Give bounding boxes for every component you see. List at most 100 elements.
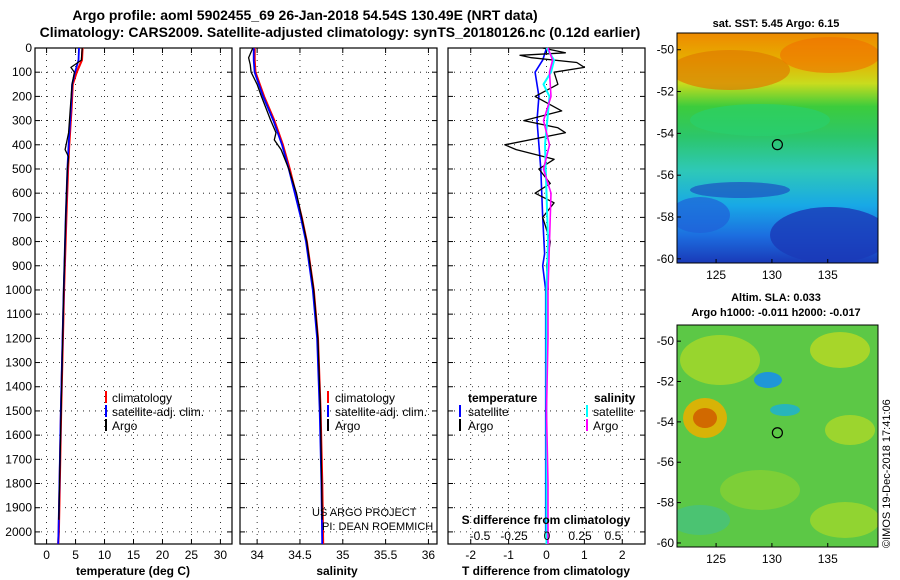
y-tick-label: 800 [12, 235, 32, 249]
y-tick-label: 1800 [5, 477, 32, 491]
y-tick-label: 1900 [5, 501, 32, 515]
salinity-difference-label: S difference from climatology [462, 513, 631, 527]
x-tick-label: 35.5 [374, 548, 398, 562]
y-tick-label: -52 [657, 85, 675, 99]
sla-map: Altim. SLA: 0.033 Argo h1000: -0.011 h20… [657, 292, 879, 566]
sla-anomaly [720, 470, 800, 510]
sla-map-frame [676, 324, 879, 548]
x-tick-label: 0 [543, 548, 550, 562]
y-tick-label: 2000 [5, 525, 32, 539]
legend-t-argo: Argo [468, 419, 494, 433]
y-tick-label: 200 [12, 89, 32, 103]
legend-climatology: climatology [112, 391, 172, 405]
x-tick-label: -1 [503, 548, 514, 562]
sla-anomaly [810, 502, 878, 538]
title-line-1: Argo profile: aoml 5902455_69 26-Jan-201… [72, 7, 537, 23]
sst-cold-patch [690, 182, 790, 198]
y-tick-label: -58 [657, 496, 675, 510]
y-tick-label: 1600 [5, 428, 32, 442]
difference-s-ticklabels: -0.5 -0.25 0 0.25 0.5 [470, 529, 622, 543]
x-tick-label: -2 [465, 548, 476, 562]
sst-map: sat. SST: 5.45 Argo: 6.15 125 130 135 -50 -5… [657, 18, 879, 282]
s-tick-label: 0.25 [568, 529, 592, 543]
y-tick-label: 100 [12, 65, 32, 79]
y-tick-label: 1000 [5, 283, 32, 297]
x-tick-label: 1 [581, 548, 588, 562]
y-tick-label: -54 [657, 126, 675, 140]
legend-satellite-adj: satellite-adj. clim. [112, 405, 204, 419]
s-tick-label: 0 [544, 529, 551, 543]
x-tick-label: 15 [127, 548, 141, 562]
sst-cold-patch [677, 197, 730, 233]
salinity-legend: climatology satellite-adj. clim. Argo [327, 391, 427, 433]
sla-anomaly [677, 505, 730, 535]
salinity-plot-frame [239, 47, 438, 545]
series-argo [58, 47, 83, 520]
x-tick-label: 25 [185, 548, 199, 562]
title-line-2: Climatology: CARS2009. Satellite-adjuste… [40, 24, 641, 40]
series-s-satellite [542, 47, 556, 544]
legend-swatch-climatology [105, 391, 107, 403]
legend-swatch-s-satellite [586, 405, 588, 417]
difference-panel: -2 -1 0 1 2 T difference from climatology S … [447, 47, 646, 578]
x-tick-label: 125 [706, 268, 726, 282]
x-tick-label: 30 [214, 548, 228, 562]
y-tick-label: -54 [657, 415, 675, 429]
sla-anomaly [680, 335, 760, 385]
legend-swatch-satellite [327, 405, 329, 417]
credit-project: US ARGO PROJECT [312, 507, 417, 519]
y-tick-label: 500 [12, 162, 32, 176]
legend-argo: Argo [112, 419, 138, 433]
temperature-ticks: 0100200300400500600700800900100011001200… [5, 41, 232, 562]
y-tick-label: -52 [657, 375, 675, 389]
legend-satellite-adj: satellite-adj. clim. [335, 405, 427, 419]
sst-map-title: sat. SST: 5.45 Argo: 6.15 [713, 18, 840, 30]
s-tick-label: 0.5 [605, 529, 622, 543]
legend-swatch-s-argo [586, 419, 588, 431]
y-tick-label: -60 [657, 536, 675, 550]
y-tick-label: 1400 [5, 380, 32, 394]
x-tick-label: 2 [619, 548, 626, 562]
temperature-plot-frame [34, 47, 233, 545]
y-tick-label: 300 [12, 114, 32, 128]
s-tick-label: -0.25 [500, 529, 528, 543]
y-tick-label: 1300 [5, 356, 32, 370]
sla-map-title-1: Altim. SLA: 0.033 [731, 292, 821, 304]
sst-map-frame [676, 32, 879, 264]
sla-map-field [677, 325, 878, 547]
sst-map-ticks: 125 130 135 -50 -52 -54 -56 -58 -60 [657, 43, 838, 282]
y-tick-label: 900 [12, 259, 32, 273]
legend-swatch-t-satellite [459, 405, 461, 417]
x-tick-label: 34.5 [288, 548, 312, 562]
legend-climatology: climatology [335, 391, 395, 405]
y-tick-label: -50 [657, 43, 675, 57]
x-tick-label: 10 [98, 548, 112, 562]
y-tick-label: 1100 [6, 307, 32, 321]
sla-anomaly [825, 415, 875, 445]
series-t-argo [504, 47, 586, 291]
difference-xlabel: T difference from climatology [462, 564, 630, 578]
sst-green-band [690, 104, 830, 136]
legend-s-satellite: satellite [593, 405, 634, 419]
series-satellite-adj-clim- [252, 48, 324, 545]
sla-anomaly [770, 404, 800, 416]
series-argo [247, 47, 323, 520]
credit-pi: PI: DEAN ROEMMICH [322, 521, 433, 533]
salinity-panel: 34 34.5 35 35.5 36 salinity climatology sate… [239, 47, 438, 578]
temperature-panel: 0100200300400500600700800900100011001200… [5, 41, 233, 578]
y-tick-label: 1200 [5, 331, 32, 345]
series-s-argo [542, 47, 554, 544]
y-tick-label: -50 [657, 334, 675, 348]
sst-map-field [677, 33, 878, 263]
y-tick-label: 700 [12, 210, 32, 224]
sla-anomaly [693, 408, 717, 428]
y-tick-label: -56 [657, 455, 675, 469]
y-tick-label: 400 [12, 138, 32, 152]
y-tick-label: 0 [25, 41, 32, 55]
series-t-satellite [534, 47, 548, 532]
x-tick-label: 135 [818, 552, 838, 566]
legend-swatch-argo [105, 419, 107, 431]
x-tick-label: 135 [818, 268, 838, 282]
temperature-legend: climatology satellite-adj. clim. Argo [105, 391, 204, 433]
